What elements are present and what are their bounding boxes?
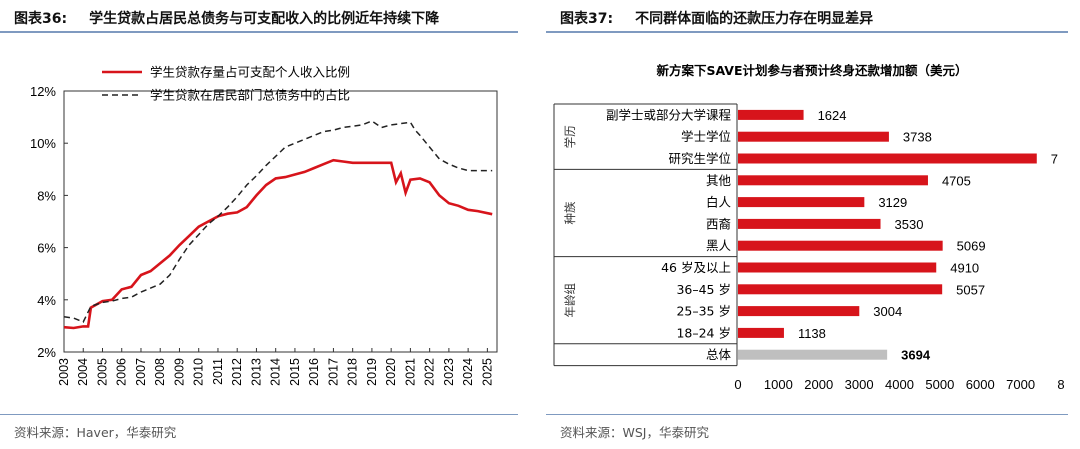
plot-frame	[63, 90, 498, 353]
x-tick-label: 7000	[1006, 377, 1035, 392]
category-label: 研究生学位	[668, 151, 731, 166]
x-tick-label: 6000	[966, 377, 995, 392]
bar	[738, 131, 889, 142]
x-tick-label: 2020	[384, 358, 398, 386]
y-tick-label: 6%	[37, 241, 56, 256]
group-label: 年龄组	[563, 282, 577, 317]
x-tick-label: 5000	[925, 377, 954, 392]
x-tick-label: 2016	[307, 358, 321, 386]
category-label: 25–35 岁	[676, 304, 731, 319]
bar	[738, 175, 928, 186]
bar	[738, 349, 888, 360]
x-tick-label: 2005	[95, 358, 109, 386]
x-tick-label: 8	[1057, 377, 1064, 392]
bar	[738, 262, 937, 273]
bar	[738, 109, 804, 120]
left-bottom-rule	[0, 414, 518, 415]
right-bottom-rule	[546, 414, 1068, 415]
data-label: 3530	[895, 217, 924, 232]
x-tick-label: 2010	[192, 358, 206, 386]
x-tick-label: 2017	[326, 358, 340, 386]
right-figure-number: 图表37:	[560, 11, 614, 27]
series-line-2	[63, 120, 493, 323]
x-tick-label: 2024	[461, 358, 475, 386]
x-tick-label: 2023	[442, 358, 456, 386]
bar	[738, 327, 784, 338]
x-tick-label: 0	[734, 377, 741, 392]
right-source: 资料来源：WSJ，华泰研究	[560, 425, 709, 440]
y-tick-label: 4%	[37, 293, 56, 308]
bar-chart: 新方案下SAVE计划参与者预计终身还款增加额（美元） 学历 副学士或部分大学课程 16…	[553, 63, 1065, 392]
right-figure-title-text: 不同群体面临的还款压力存在明显差异	[635, 11, 874, 27]
category-label: 黑人	[706, 238, 732, 253]
data-label: 5069	[957, 239, 986, 254]
left-source: 资料来源：Haver，华泰研究	[14, 425, 177, 440]
data-label: 4910	[950, 261, 979, 276]
category-label: 46 岁及以上	[661, 260, 731, 275]
category-label: 西裔	[706, 216, 731, 231]
x-tick-label: 2025	[480, 358, 494, 386]
x-tick-label: 2007	[134, 358, 148, 386]
right-figure: 图表37: 不同群体面临的还款压力存在明显差异 新方案下SAVE计划参与者预计终身…	[546, 0, 1080, 449]
bar	[738, 240, 943, 251]
bar	[738, 218, 881, 229]
x-tick-label: 2008	[153, 358, 167, 386]
left-figure-number: 图表36:	[14, 11, 68, 27]
category-label: 白人	[706, 195, 732, 210]
x-tick-label: 2012	[230, 358, 244, 386]
x-tick-label: 2006	[115, 358, 129, 386]
category-label: 其他	[706, 173, 732, 188]
right-figure-title: 图表37: 不同群体面临的还款压力存在明显差异	[560, 8, 873, 28]
data-label: 3129	[878, 195, 907, 210]
x-tick-label: 3000	[845, 377, 874, 392]
data-label: 7	[1051, 152, 1058, 167]
group-label: 种族	[563, 201, 577, 224]
category-label: 18–24 岁	[676, 325, 731, 340]
x-tick-label: 2013	[249, 358, 263, 386]
x-tick-label: 2009	[172, 358, 186, 386]
bar	[738, 284, 943, 295]
data-label: 3004	[873, 304, 902, 319]
data-label: 4705	[942, 173, 971, 188]
x-tick-label: 2011	[211, 358, 225, 385]
x-tick-label: 2000	[804, 377, 833, 392]
x-tick-label: 2021	[403, 358, 417, 386]
legend-label-1: 学生贷款存量占可支配个人收入比例	[150, 65, 350, 80]
bar	[738, 197, 865, 208]
right-top-rule	[546, 31, 1068, 33]
x-tick-label: 2004	[76, 358, 90, 386]
y-tick-label: 12%	[30, 84, 56, 99]
y-tick-label: 8%	[37, 188, 56, 203]
series-line-1	[63, 158, 493, 330]
left-top-rule	[0, 31, 518, 33]
data-label: 1138	[798, 326, 826, 341]
left-figure: 图表36: 学生贷款占居民总债务与可支配收入的比例近年持续下降 2% 4% 6% 8% 1…	[0, 0, 522, 449]
data-label: 3738	[903, 130, 932, 145]
x-tick-label: 2003	[57, 358, 71, 386]
legend-label-2: 学生贷款在居民部门总债务中的占比	[150, 88, 350, 103]
category-label: 副学士或部分大学课程	[606, 107, 732, 122]
y-tick-label: 2%	[37, 345, 56, 360]
bar	[738, 153, 1037, 164]
category-label: 总体	[706, 347, 732, 362]
category-label: 36–45 岁	[676, 282, 731, 297]
x-tick-label: 2019	[365, 358, 379, 386]
category-label: 学士学位	[681, 129, 731, 144]
y-tick-label: 10%	[30, 136, 56, 151]
x-tick-label: 2014	[269, 358, 283, 386]
x-tick-label: 2022	[423, 358, 437, 386]
x-tick-label: 2015	[288, 358, 302, 386]
x-tick-label: 4000	[885, 377, 914, 392]
left-figure-title-text: 学生贷款占居民总债务与可支配收入的比例近年持续下降	[89, 11, 440, 27]
group-label: 学历	[563, 125, 577, 148]
data-label: 5057	[956, 282, 985, 297]
bar-chart-title: 新方案下SAVE计划参与者预计终身还款增加额（美元）	[656, 63, 967, 78]
data-label: 1624	[818, 108, 847, 123]
left-figure-title: 图表36: 学生贷款占居民总债务与可支配收入的比例近年持续下降	[14, 8, 439, 28]
x-tick-label: 1000	[764, 377, 793, 392]
x-tick-label: 2018	[346, 358, 360, 386]
data-label: 3694	[901, 348, 931, 363]
bar	[738, 306, 860, 317]
line-chart: 2% 4% 6% 8% 10% 12% 2003 2004 2005 2006 2007 2008 20…	[30, 65, 498, 386]
